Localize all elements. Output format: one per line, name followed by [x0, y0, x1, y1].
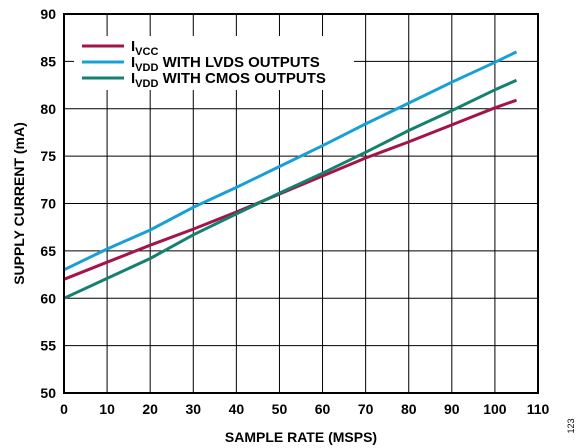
- legend-label-sub: VCC: [135, 46, 158, 58]
- y-tick-label: 50: [40, 385, 56, 401]
- y-tick-label: 60: [40, 290, 56, 306]
- x-tick-label: 40: [229, 401, 245, 417]
- series-line-2: [63, 78, 518, 300]
- y-tick-label: 55: [40, 338, 56, 354]
- y-tick-labels: 50 55 60 65 70 75 80 85 90: [40, 6, 56, 401]
- legend-label-2: IVDD WITH CMOS OUTPUTS: [131, 70, 326, 90]
- series-line-0: [63, 98, 517, 281]
- legend-label-main: I: [131, 54, 135, 71]
- legend-label-sub: VDD: [135, 78, 158, 90]
- x-tick-label: 80: [401, 401, 417, 417]
- legend-label-rest: WITH CMOS OUTPUTS: [158, 70, 326, 87]
- x-tick-label: 30: [185, 401, 201, 417]
- legend-label-rest: WITH LVDS OUTPUTS: [158, 54, 319, 71]
- y-tick-label: 70: [40, 196, 56, 212]
- x-tick-labels: 0 10 20 30 40 50 60 70 80 90 100 110: [60, 401, 549, 417]
- y-tick-label: 75: [40, 148, 56, 164]
- series-lines: [63, 50, 518, 300]
- y-tick-label: 80: [40, 101, 56, 117]
- legend-label-0: IVCC: [131, 38, 158, 58]
- series-line-1: [63, 50, 518, 272]
- y-tick-label: 65: [40, 243, 56, 259]
- x-axis-label: SAMPLE RATE (MSPS): [225, 429, 377, 445]
- y-tick-label: 85: [40, 53, 56, 69]
- legend-label-main: I: [131, 38, 135, 55]
- y-axis-label: SUPPLY CURRENT (mA): [11, 122, 27, 285]
- legend-label-sub: VDD: [135, 62, 158, 74]
- x-tick-label: 0: [60, 401, 68, 417]
- x-tick-label: 10: [99, 401, 115, 417]
- x-tick-label: 110: [527, 401, 550, 417]
- x-tick-label: 70: [358, 401, 374, 417]
- figure-id: 123: [566, 418, 576, 433]
- x-tick-label: 100: [483, 401, 507, 417]
- legend-label-main: I: [131, 70, 135, 87]
- x-tick-label: 60: [315, 401, 331, 417]
- x-tick-label: 50: [272, 401, 288, 417]
- legend-label-1: IVDD WITH LVDS OUTPUTS: [131, 54, 320, 74]
- x-tick-label: 90: [444, 401, 460, 417]
- y-tick-label: 90: [40, 6, 56, 22]
- plot-frame: [63, 13, 539, 394]
- x-tick-label: 20: [142, 401, 158, 417]
